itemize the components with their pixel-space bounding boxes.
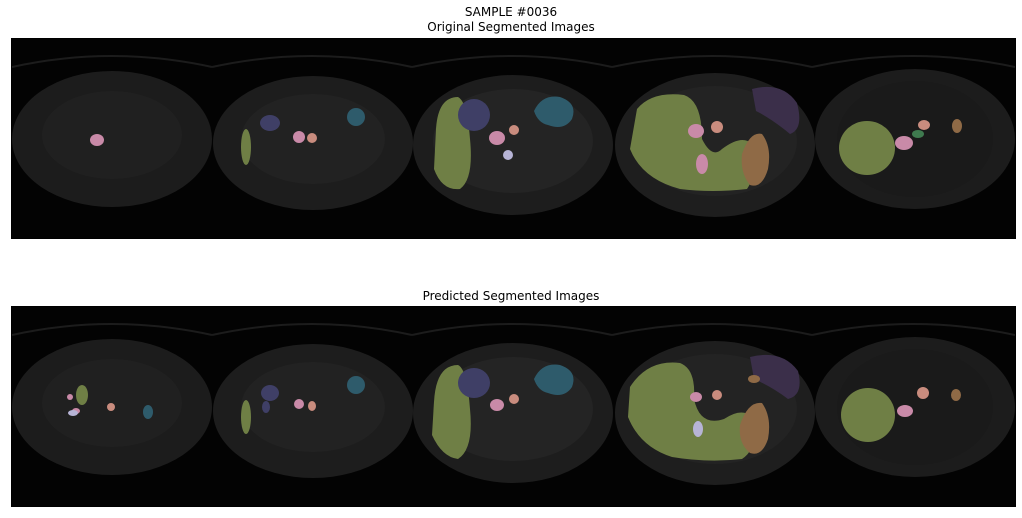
ct-slice-5 bbox=[815, 337, 1015, 477]
ct-slice-4 bbox=[615, 73, 815, 217]
ct-slice-3 bbox=[413, 75, 613, 215]
ct-slice-4 bbox=[615, 341, 815, 485]
original-segmentation-title: Original Segmented Images bbox=[427, 20, 595, 34]
ct-slice-2 bbox=[213, 76, 413, 210]
ct-slice-1 bbox=[12, 71, 212, 207]
predicted-segmentation-title: Predicted Segmented Images bbox=[422, 289, 600, 303]
predicted-segmentation-image bbox=[11, 306, 1016, 507]
ct-slice-5 bbox=[815, 69, 1015, 209]
ct-slice-1 bbox=[12, 339, 212, 475]
ct-slice-3 bbox=[413, 343, 613, 483]
sample-title: SAMPLE #0036 bbox=[464, 5, 558, 19]
original-segmentation-image bbox=[11, 38, 1016, 239]
ct-slice-2 bbox=[213, 344, 413, 478]
